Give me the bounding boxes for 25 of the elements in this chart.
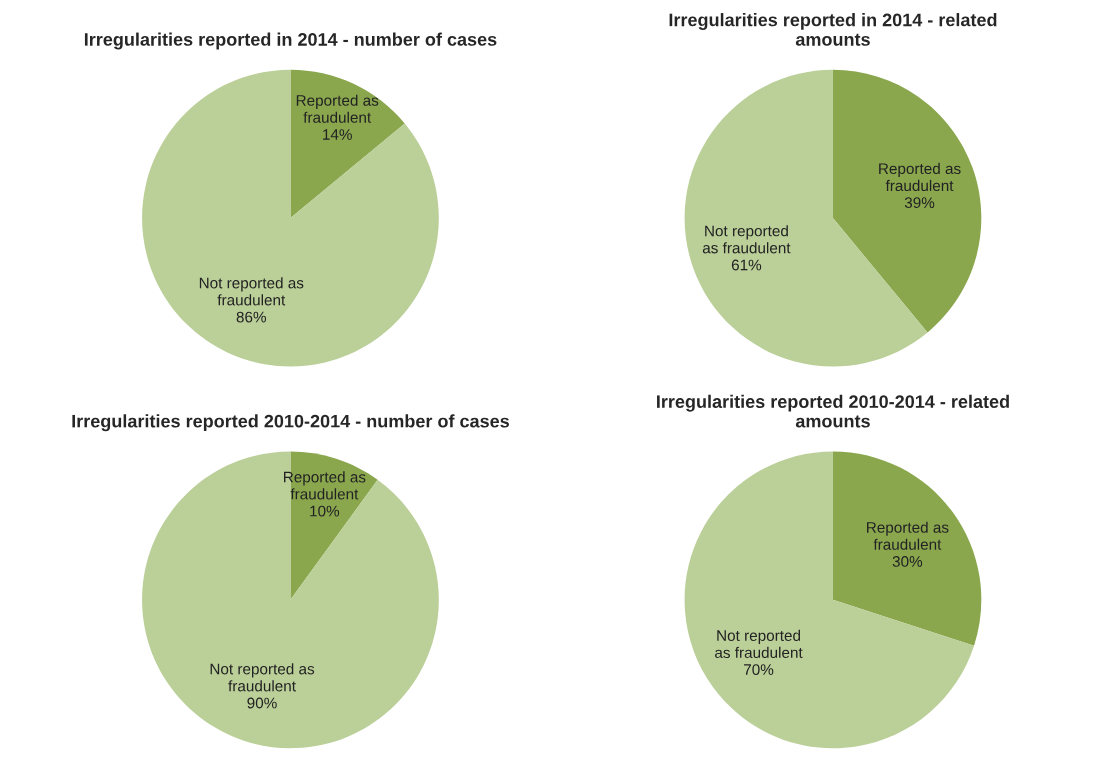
chart-title: Irregularities reported in 2014 - related amounts (669, 13, 997, 46)
data-label: 70% (744, 664, 774, 676)
slice-label: Not reported as fraudulent (210, 663, 315, 692)
data-label: 86% (236, 311, 267, 323)
chart-title: Irregularities reported in 2014 - number of cases (84, 32, 497, 50)
slice-label: Reported as fraudulent (879, 162, 961, 192)
data-label: 39% (904, 197, 935, 209)
data-label: 10% (310, 505, 340, 517)
slice-label: Reported as fraudulent (867, 521, 949, 550)
pie-slice (684, 451, 975, 749)
pie-slice (142, 451, 439, 749)
data-label: 90% (247, 697, 277, 709)
slice-label: Not reported as fraudulent (715, 629, 803, 659)
data-label: 30% (892, 556, 923, 567)
chart-title: Irregularities reported 2010-2014 - number of cases (72, 414, 509, 432)
chart-title: Irregularities reported 2010-2014 - related amounts (657, 394, 1009, 428)
slice-label: Reported as fraudulent (296, 94, 379, 123)
pie-slice (290, 69, 405, 219)
data-label: 14% (323, 129, 352, 140)
slice-label: Not reported as fraudulent (199, 277, 304, 306)
pie-slice (142, 69, 439, 367)
pie-slice (832, 451, 982, 646)
pie-slice (832, 69, 982, 333)
slice-label: Not reported as fraudulent (702, 225, 791, 254)
data-label: 61% (731, 259, 762, 271)
